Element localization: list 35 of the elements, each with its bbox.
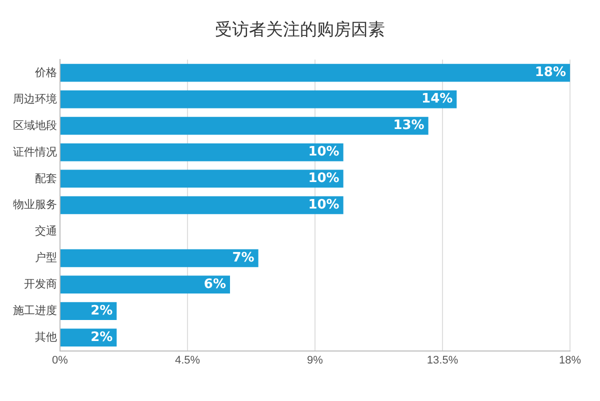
bar xyxy=(60,116,428,135)
bar xyxy=(60,170,344,188)
data-label: 14% xyxy=(422,92,453,107)
data-label: 2% xyxy=(90,330,113,345)
y-tick-label: 开发商 xyxy=(24,278,57,291)
y-tick-label: 交通 xyxy=(35,224,57,238)
y-tick-label: 物业服务 xyxy=(13,198,57,212)
bar xyxy=(60,249,258,268)
bar xyxy=(60,276,230,294)
y-tick-label: 户型 xyxy=(35,251,57,264)
bar xyxy=(60,90,457,108)
y-tick-label: 施工进度 xyxy=(13,304,57,318)
data-label: 10% xyxy=(308,198,340,213)
data-label: 7% xyxy=(232,250,254,266)
data-label: 10% xyxy=(308,171,340,186)
y-tick-label: 其他 xyxy=(35,330,57,344)
y-tick-label: 证件情况 xyxy=(13,145,57,158)
x-tick-label: 9% xyxy=(307,354,324,366)
data-label: 2% xyxy=(90,303,113,318)
chart-title: 受访者关注的购房因素 xyxy=(214,19,386,41)
data-label: 6% xyxy=(204,276,226,292)
data-label: 18% xyxy=(534,65,566,80)
x-tick-label: 18% xyxy=(558,354,582,366)
x-tick-label: 13.5% xyxy=(426,354,458,366)
bar xyxy=(60,196,344,214)
bar xyxy=(60,64,570,82)
bar xyxy=(60,143,344,162)
x-tick-label: 4.5% xyxy=(174,354,200,366)
x-tick-label: 0% xyxy=(52,354,68,366)
y-tick-label: 周边环境 xyxy=(13,92,57,106)
data-label: 10% xyxy=(308,144,340,160)
y-tick-label: 价格 xyxy=(34,66,57,79)
y-tick-label: 配套 xyxy=(35,172,57,185)
data-label: 13% xyxy=(393,118,424,134)
y-tick-label: 区域地段 xyxy=(13,118,57,132)
